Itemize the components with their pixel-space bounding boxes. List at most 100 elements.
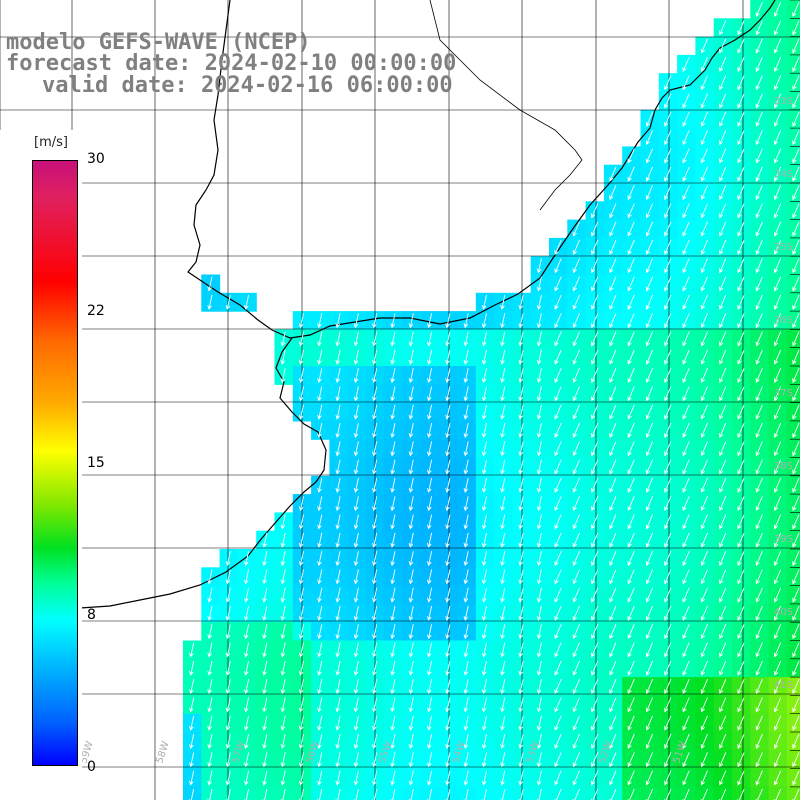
wind-arrow: [627, 185, 635, 201]
wind-arrow: [426, 605, 433, 621]
wind-arrow: [700, 111, 708, 127]
wind-arrow: [609, 331, 617, 347]
wind-arrow: [317, 788, 323, 800]
wind-arrow: [426, 551, 433, 567]
wind-arrow: [719, 587, 727, 603]
wind-arrow: [317, 496, 323, 512]
wind-arrow: [627, 605, 635, 621]
wind-arrow: [773, 697, 782, 713]
wind-arrow: [225, 569, 231, 585]
wind-arrow: [700, 752, 708, 768]
wind-cell: [750, 695, 770, 715]
wind-arrow: [298, 331, 304, 347]
wind-arrow: [645, 477, 654, 493]
wind-arrow: [536, 715, 542, 731]
wind-arrow: [262, 624, 268, 640]
wind-arrow: [262, 660, 268, 676]
wind-arrow: [207, 660, 213, 676]
wind-arrow: [773, 422, 782, 438]
wind-arrow: [737, 679, 745, 695]
wind-arrow: [773, 331, 782, 347]
wind-arrow: [609, 496, 617, 512]
latitude-label: 40S: [774, 607, 793, 618]
wind-arrow: [536, 349, 542, 365]
wind-arrow: [627, 331, 635, 347]
wind-arrow: [481, 386, 487, 402]
wind-arrow: [719, 752, 727, 768]
wind-arrow: [719, 203, 727, 219]
wind-arrow: [737, 203, 745, 219]
wind-arrow: [372, 788, 378, 800]
wind-arrow: [426, 423, 433, 439]
wind-cell: [713, 750, 733, 770]
wind-arrow: [590, 679, 599, 695]
wind-arrow: [463, 587, 469, 603]
wind-cell: [713, 658, 733, 678]
wind-arrow: [536, 532, 542, 548]
wind-arrow: [792, 93, 800, 109]
wind-arrow: [280, 660, 286, 676]
wind-arrow: [225, 587, 231, 603]
wind-arrow: [390, 660, 396, 676]
wind-arrow: [372, 404, 378, 420]
wind-arrow: [700, 203, 708, 219]
wind-arrow: [500, 679, 506, 695]
wind-arrow: [755, 185, 763, 201]
wind-arrow: [645, 605, 654, 621]
wind-cell: [786, 439, 800, 459]
wind-arrow: [627, 770, 635, 786]
wind-arrow: [737, 148, 745, 164]
wind-arrow: [590, 697, 599, 713]
wind-arrow: [317, 679, 323, 695]
wind-arrow: [719, 20, 727, 36]
wind-arrow: [445, 423, 451, 439]
wind-arrow: [243, 697, 250, 713]
wind-arrow: [225, 660, 231, 676]
wind-cell: [768, 732, 788, 751]
wind-arrow: [682, 75, 690, 91]
wind-arrow: [189, 788, 195, 800]
wind-arrow: [609, 276, 617, 292]
wind-cell: [750, 732, 770, 751]
wind-arrow: [554, 422, 562, 438]
wind-arrow: [792, 258, 800, 274]
wind-arrow: [390, 770, 396, 786]
wind-arrow: [554, 569, 562, 585]
wind-arrow: [572, 422, 580, 438]
wind-arrow: [609, 459, 617, 475]
wind-arrow: [390, 423, 396, 439]
wind-arrow: [682, 715, 690, 731]
wind-arrow: [627, 221, 635, 237]
wind-arrow: [554, 532, 562, 548]
wind-arrow: [554, 679, 562, 695]
wind-arrow: [645, 587, 654, 603]
wind-arrow: [445, 386, 451, 402]
wind-arrow: [773, 551, 782, 567]
wind-arrow: [737, 514, 745, 530]
wind-arrow: [554, 349, 562, 365]
wind-arrow: [792, 185, 800, 201]
wind-arrow: [463, 514, 469, 530]
wind-arrow: [280, 624, 286, 640]
wind-arrow: [773, 20, 782, 36]
wind-arrow: [700, 386, 708, 402]
wind-arrow: [719, 38, 727, 54]
wind-arrow: [536, 368, 542, 384]
wind-arrow: [700, 715, 708, 731]
wind-cell: [732, 786, 751, 800]
wind-arrow: [298, 697, 304, 713]
wind-arrow: [481, 404, 487, 420]
wind-arrow: [463, 605, 469, 621]
wind-arrow: [481, 514, 487, 530]
wind-arrow: [280, 368, 286, 384]
wind-arrow: [408, 423, 414, 439]
wind-arrow: [682, 56, 690, 72]
wind-arrow: [536, 386, 542, 402]
wind-arrow: [481, 715, 487, 731]
wind-arrow: [463, 496, 469, 512]
wind-arrow: [645, 130, 654, 146]
wind-arrow: [719, 313, 727, 329]
wind-arrow: [719, 111, 727, 127]
wind-arrow: [317, 313, 323, 329]
wind-arrow: [243, 569, 250, 585]
